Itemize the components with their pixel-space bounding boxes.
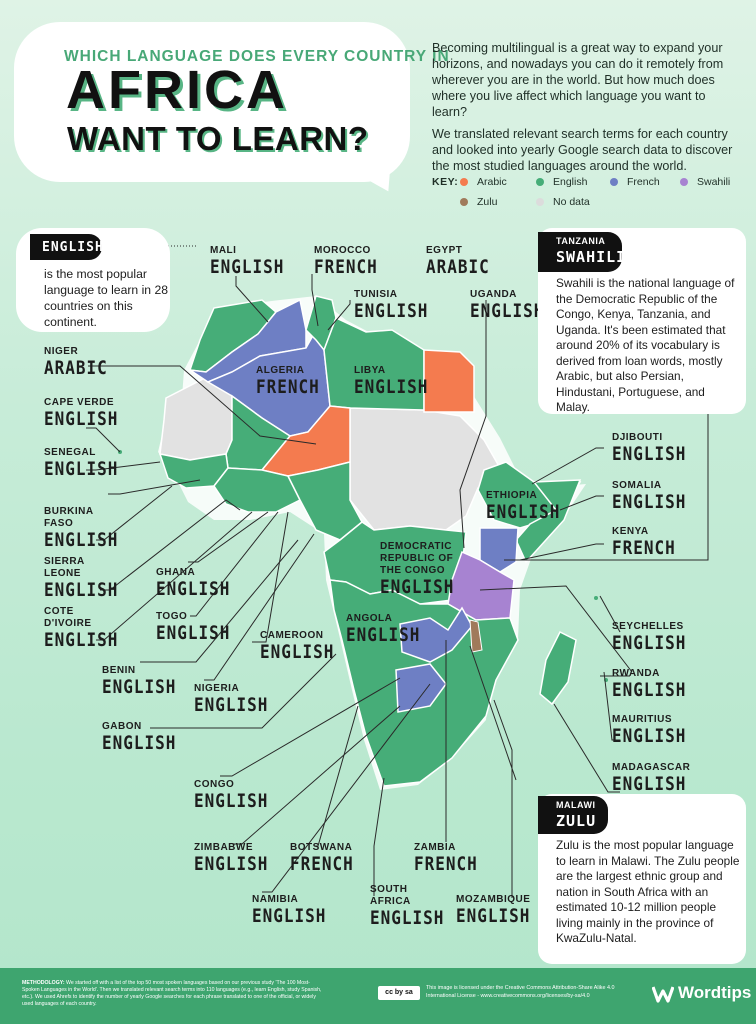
key-item-zulu: Zulu (460, 196, 497, 208)
key-swatch (536, 198, 544, 206)
label-algeria: ALGERIA FRENCH (256, 365, 320, 398)
key-item-arabic: Arabic (460, 176, 507, 188)
label-zimbabwe: ZIMBABWE ENGLISH (194, 842, 269, 875)
label-nigeria: NIGERIA ENGLISH (194, 683, 269, 716)
wordtips-logo-icon (652, 986, 674, 1003)
intro-text: Becoming multilingual is a great way to … (432, 40, 740, 180)
label-mozambique: MOZAMBIQUE ENGLISH (456, 894, 531, 927)
label-somalia: SOMALIA ENGLISH (612, 480, 687, 513)
label-uganda: UGANDA ENGLISH (470, 289, 545, 322)
title-bubble (14, 22, 410, 182)
label-mauritius: MAURITIUS ENGLISH (612, 714, 687, 747)
label-cameroon: CAMEROON ENGLISH (260, 630, 335, 663)
label-ethiopia: ETHIOPIA ENGLISH (486, 490, 561, 523)
label-egypt: EGYPT ARABIC (426, 245, 490, 278)
intro-paragraph-2: We translated relevant search terms for … (432, 127, 733, 173)
island-seychelles (594, 596, 598, 600)
country-madagascar (539, 630, 577, 706)
country-somalia (515, 479, 582, 564)
key-swatch (536, 178, 544, 186)
key-item-swahili: Swahili (680, 176, 730, 188)
label-drc: DEMOCRATIC REPUBLIC OF THE CONGO ENGLISH (380, 541, 455, 598)
label-zambia: ZAMBIA FRENCH (414, 842, 478, 875)
key-swatch (460, 198, 468, 206)
label-benin: BENIN ENGLISH (102, 665, 177, 698)
label-cape-verde: CAPE VERDE ENGLISH (44, 397, 119, 430)
label-seychelles: SEYCHELLES ENGLISH (612, 621, 687, 654)
malawi-callout-head: MALAWI ZULU (538, 796, 608, 834)
english-callout-head: ENGLISH (30, 234, 103, 260)
label-namibia: NAMIBIA ENGLISH (252, 894, 327, 927)
key-item-french: French (610, 176, 660, 188)
label-tunisia: TUNISIA ENGLISH (354, 289, 429, 322)
label-botswana: BOTSWANA FRENCH (290, 842, 354, 875)
label-congo: CONGO ENGLISH (194, 779, 269, 812)
license-text: This image is licensed under the Creativ… (426, 985, 615, 999)
countries (118, 295, 608, 787)
label-cote-divoire: COTE D'IVOIRE ENGLISH (44, 606, 119, 651)
key-swatch (680, 178, 688, 186)
title-africa: AFRICA (66, 60, 288, 120)
label-libya: LIBYA ENGLISH (354, 365, 429, 398)
label-morocco: MOROCCO FRENCH (314, 245, 378, 278)
tanzania-callout-text: Swahili is the national language of the … (556, 276, 735, 414)
label-sierra-leone: SIERRA LEONE ENGLISH (44, 556, 119, 601)
key-item-no-data: No data (536, 196, 590, 208)
malawi-callout-text: Zulu is the most popular language to lea… (556, 838, 740, 945)
label-south-africa: SOUTH AFRICA ENGLISH (370, 884, 445, 929)
key-swatch (610, 178, 618, 186)
tanzania-callout-head: TANZANIA SWAHILI (538, 232, 625, 272)
title-line-1: WHICH LANGUAGE DOES EVERY COUNTRY IN (64, 48, 450, 65)
country-botswana (395, 663, 447, 713)
leader-lines (86, 245, 709, 898)
label-togo: TOGO ENGLISH (156, 611, 231, 644)
english-callout-text: is the most popular language to learn in… (44, 267, 169, 329)
label-mali: MALI ENGLISH (210, 245, 285, 278)
label-niger: NIGER ARABIC (44, 346, 108, 379)
title-line-3: WANT TO LEARN? (67, 120, 369, 157)
label-ghana: GHANA ENGLISH (156, 567, 231, 600)
cc-license-badge: cc by sa (378, 986, 420, 1000)
country-kenya (479, 527, 519, 573)
label-senegal: SENEGAL ENGLISH (44, 447, 119, 480)
label-kenya: KENYA FRENCH (612, 526, 676, 559)
key-swatch (460, 178, 468, 186)
key-item-english: English (536, 176, 587, 188)
key-label: KEY: (432, 176, 459, 188)
methodology: METHODOLOGY: We started off with a list … (22, 980, 322, 1007)
label-gabon: GABON ENGLISH (102, 721, 177, 754)
intro-paragraph-1: Becoming multilingual is a great way to … (432, 41, 724, 119)
label-rwanda: RWANDA ENGLISH (612, 668, 687, 701)
wordtips-brand: Wordtips (678, 983, 752, 1002)
footer: METHODOLOGY: We started off with a list … (0, 968, 756, 1024)
country-egypt (423, 349, 475, 413)
label-angola: ANGOLA ENGLISH (346, 613, 421, 646)
label-burkina-faso: BURKINA FASO ENGLISH (44, 506, 119, 551)
label-djibouti: DJIBOUTI ENGLISH (612, 432, 687, 465)
country-malawi (469, 619, 483, 653)
label-madagascar: MADAGASCAR ENGLISH (612, 762, 691, 795)
